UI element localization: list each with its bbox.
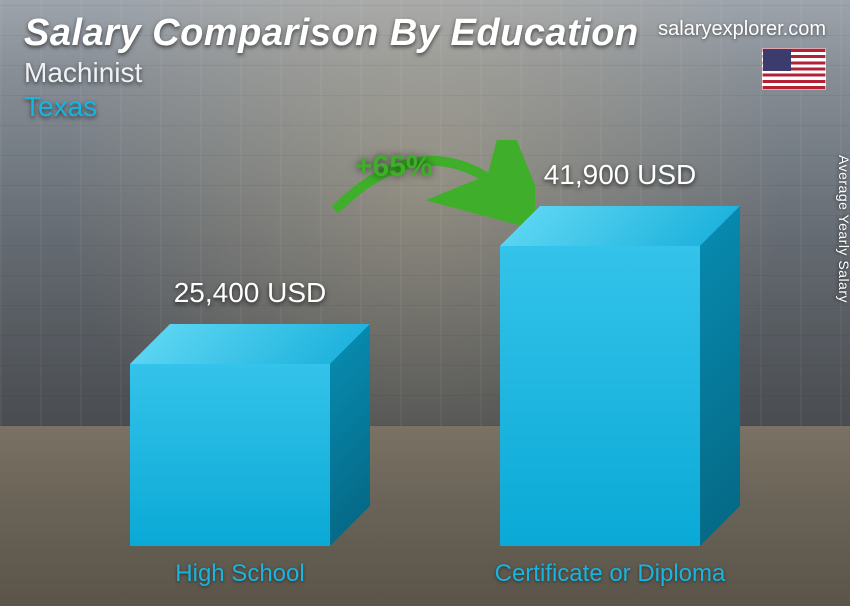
bar-top-face — [130, 324, 370, 364]
location-label: Texas — [24, 91, 826, 123]
category-label: High School — [100, 560, 380, 588]
brand-label: salaryexplorer.com — [658, 18, 826, 41]
country-flag-icon — [762, 48, 826, 90]
bar-chart: 25,400 USD 41,900 USD High School Certif… — [0, 140, 850, 606]
bar-value-label: 41,900 USD — [490, 159, 750, 191]
bar-front-face — [130, 364, 330, 546]
bar-side-face — [330, 324, 370, 546]
job-subtitle: Machinist — [24, 57, 826, 89]
bar-top-face — [500, 206, 740, 246]
bar-side-face — [700, 206, 740, 546]
category-label: Certificate or Diploma — [470, 560, 750, 588]
bar-value-label: 25,400 USD — [120, 277, 380, 309]
bar-front-face — [500, 246, 700, 546]
